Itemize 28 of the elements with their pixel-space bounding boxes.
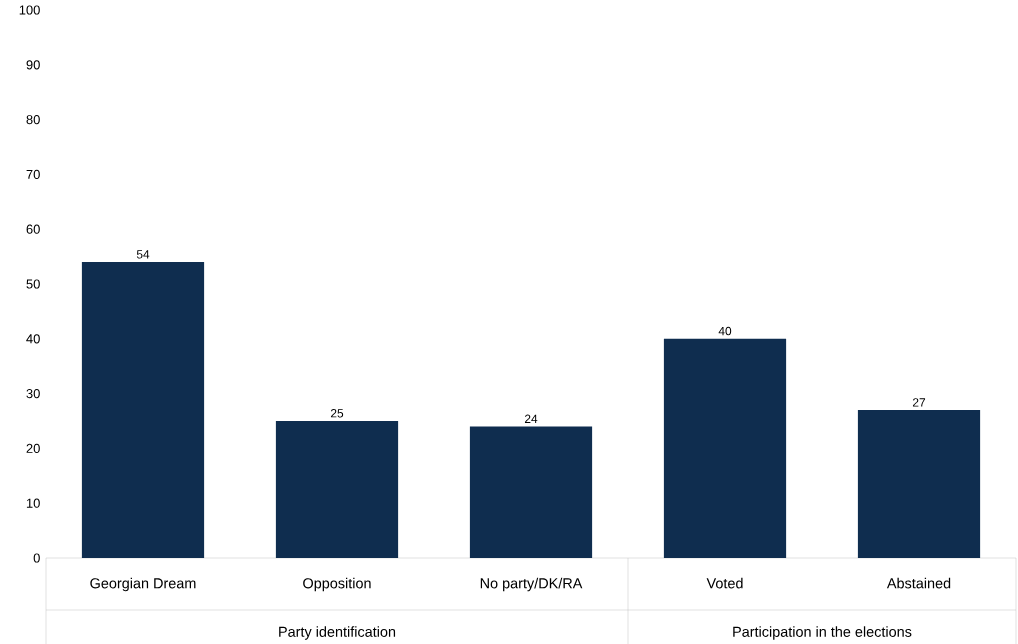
- text: Party identification: [279, 626, 396, 640]
- data-label: 27: [912, 398, 926, 407]
- text: Participation in the elections: [733, 626, 912, 640]
- x-tick-label: No party/DK/RA: [480, 577, 583, 592]
- y-tick-label: 20: [26, 443, 40, 453]
- y-tick-label: 70: [26, 169, 40, 179]
- x-tick-label: Voted: [706, 577, 743, 589]
- data-label: 54: [136, 250, 150, 259]
- y-tick-label: 80: [26, 115, 40, 125]
- y-tick-label: 40: [26, 334, 40, 344]
- y-tick-label: 90: [26, 60, 40, 70]
- y-tick-label: 0: [33, 553, 40, 563]
- data-label: 40: [718, 326, 732, 336]
- y-tick-label: 10: [26, 498, 40, 508]
- x-tick-label: Opposition: [303, 577, 371, 592]
- y-tick-label: 30: [26, 389, 40, 399]
- x-tick-label: Georgian Dream: [90, 577, 196, 592]
- bar: [275, 421, 399, 558]
- y-tick-label: 60: [26, 224, 40, 234]
- bar: [857, 410, 981, 558]
- bar: [469, 426, 593, 558]
- x-tick-label: Abstained: [886, 577, 951, 589]
- y-tick-label: 100: [19, 5, 40, 15]
- y-tick-label: 50: [26, 279, 40, 289]
- bar: [663, 338, 787, 558]
- bar: [81, 262, 205, 558]
- data-label: 24: [524, 414, 538, 423]
- data-label: 25: [330, 409, 344, 418]
